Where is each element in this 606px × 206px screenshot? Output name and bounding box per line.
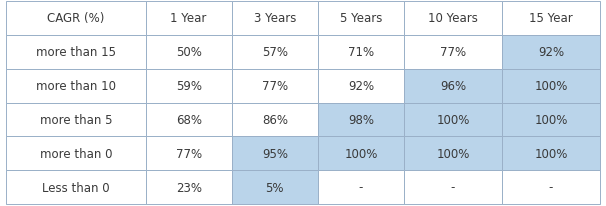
Text: Less than 0: Less than 0: [42, 181, 110, 194]
Text: 77%: 77%: [176, 147, 202, 160]
Text: 100%: 100%: [534, 113, 568, 126]
Bar: [502, 103, 600, 137]
Text: -: -: [359, 181, 363, 194]
Text: CAGR (%): CAGR (%): [47, 12, 104, 25]
Bar: [502, 69, 600, 103]
Text: 50%: 50%: [176, 46, 202, 59]
Text: 96%: 96%: [440, 80, 466, 93]
Bar: [231, 36, 318, 69]
Text: 77%: 77%: [440, 46, 466, 59]
Text: 5%: 5%: [265, 181, 284, 194]
Bar: [404, 137, 502, 170]
Bar: [404, 103, 502, 137]
Text: 68%: 68%: [176, 113, 202, 126]
Bar: [231, 137, 318, 170]
Text: 1 Year: 1 Year: [170, 12, 207, 25]
Text: 5 Years: 5 Years: [340, 12, 382, 25]
Text: 86%: 86%: [262, 113, 288, 126]
Text: more than 5: more than 5: [39, 113, 112, 126]
Text: 100%: 100%: [436, 147, 470, 160]
Text: 100%: 100%: [534, 147, 568, 160]
Text: 57%: 57%: [262, 46, 288, 59]
Bar: [6, 137, 145, 170]
Bar: [318, 69, 404, 103]
Text: 10 Years: 10 Years: [428, 12, 478, 25]
Bar: [145, 69, 231, 103]
Bar: [231, 170, 318, 204]
Bar: [145, 36, 231, 69]
Bar: [231, 69, 318, 103]
Bar: [404, 2, 502, 36]
Text: 15 Year: 15 Year: [529, 12, 573, 25]
Text: more than 0: more than 0: [39, 147, 112, 160]
Text: 59%: 59%: [176, 80, 202, 93]
Bar: [6, 2, 145, 36]
Bar: [404, 69, 502, 103]
Bar: [145, 137, 231, 170]
Bar: [318, 36, 404, 69]
Bar: [6, 36, 145, 69]
Text: 100%: 100%: [344, 147, 378, 160]
Bar: [502, 137, 600, 170]
Text: 77%: 77%: [262, 80, 288, 93]
Bar: [318, 2, 404, 36]
Text: 3 Years: 3 Years: [253, 12, 296, 25]
Bar: [404, 36, 502, 69]
Bar: [502, 2, 600, 36]
Text: 71%: 71%: [348, 46, 374, 59]
Bar: [145, 170, 231, 204]
Text: 98%: 98%: [348, 113, 374, 126]
Bar: [6, 69, 145, 103]
Bar: [318, 103, 404, 137]
Bar: [231, 2, 318, 36]
Text: 95%: 95%: [262, 147, 288, 160]
Bar: [145, 103, 231, 137]
Text: more than 15: more than 15: [36, 46, 116, 59]
Text: more than 10: more than 10: [36, 80, 116, 93]
Bar: [6, 170, 145, 204]
Text: 100%: 100%: [534, 80, 568, 93]
Bar: [318, 170, 404, 204]
Bar: [6, 103, 145, 137]
Text: 92%: 92%: [348, 80, 374, 93]
Bar: [502, 170, 600, 204]
Bar: [231, 103, 318, 137]
Bar: [145, 2, 231, 36]
Text: 100%: 100%: [436, 113, 470, 126]
Bar: [404, 170, 502, 204]
Bar: [318, 137, 404, 170]
Text: -: -: [549, 181, 553, 194]
Text: -: -: [451, 181, 455, 194]
Text: 23%: 23%: [176, 181, 202, 194]
Text: 92%: 92%: [538, 46, 564, 59]
Bar: [502, 36, 600, 69]
